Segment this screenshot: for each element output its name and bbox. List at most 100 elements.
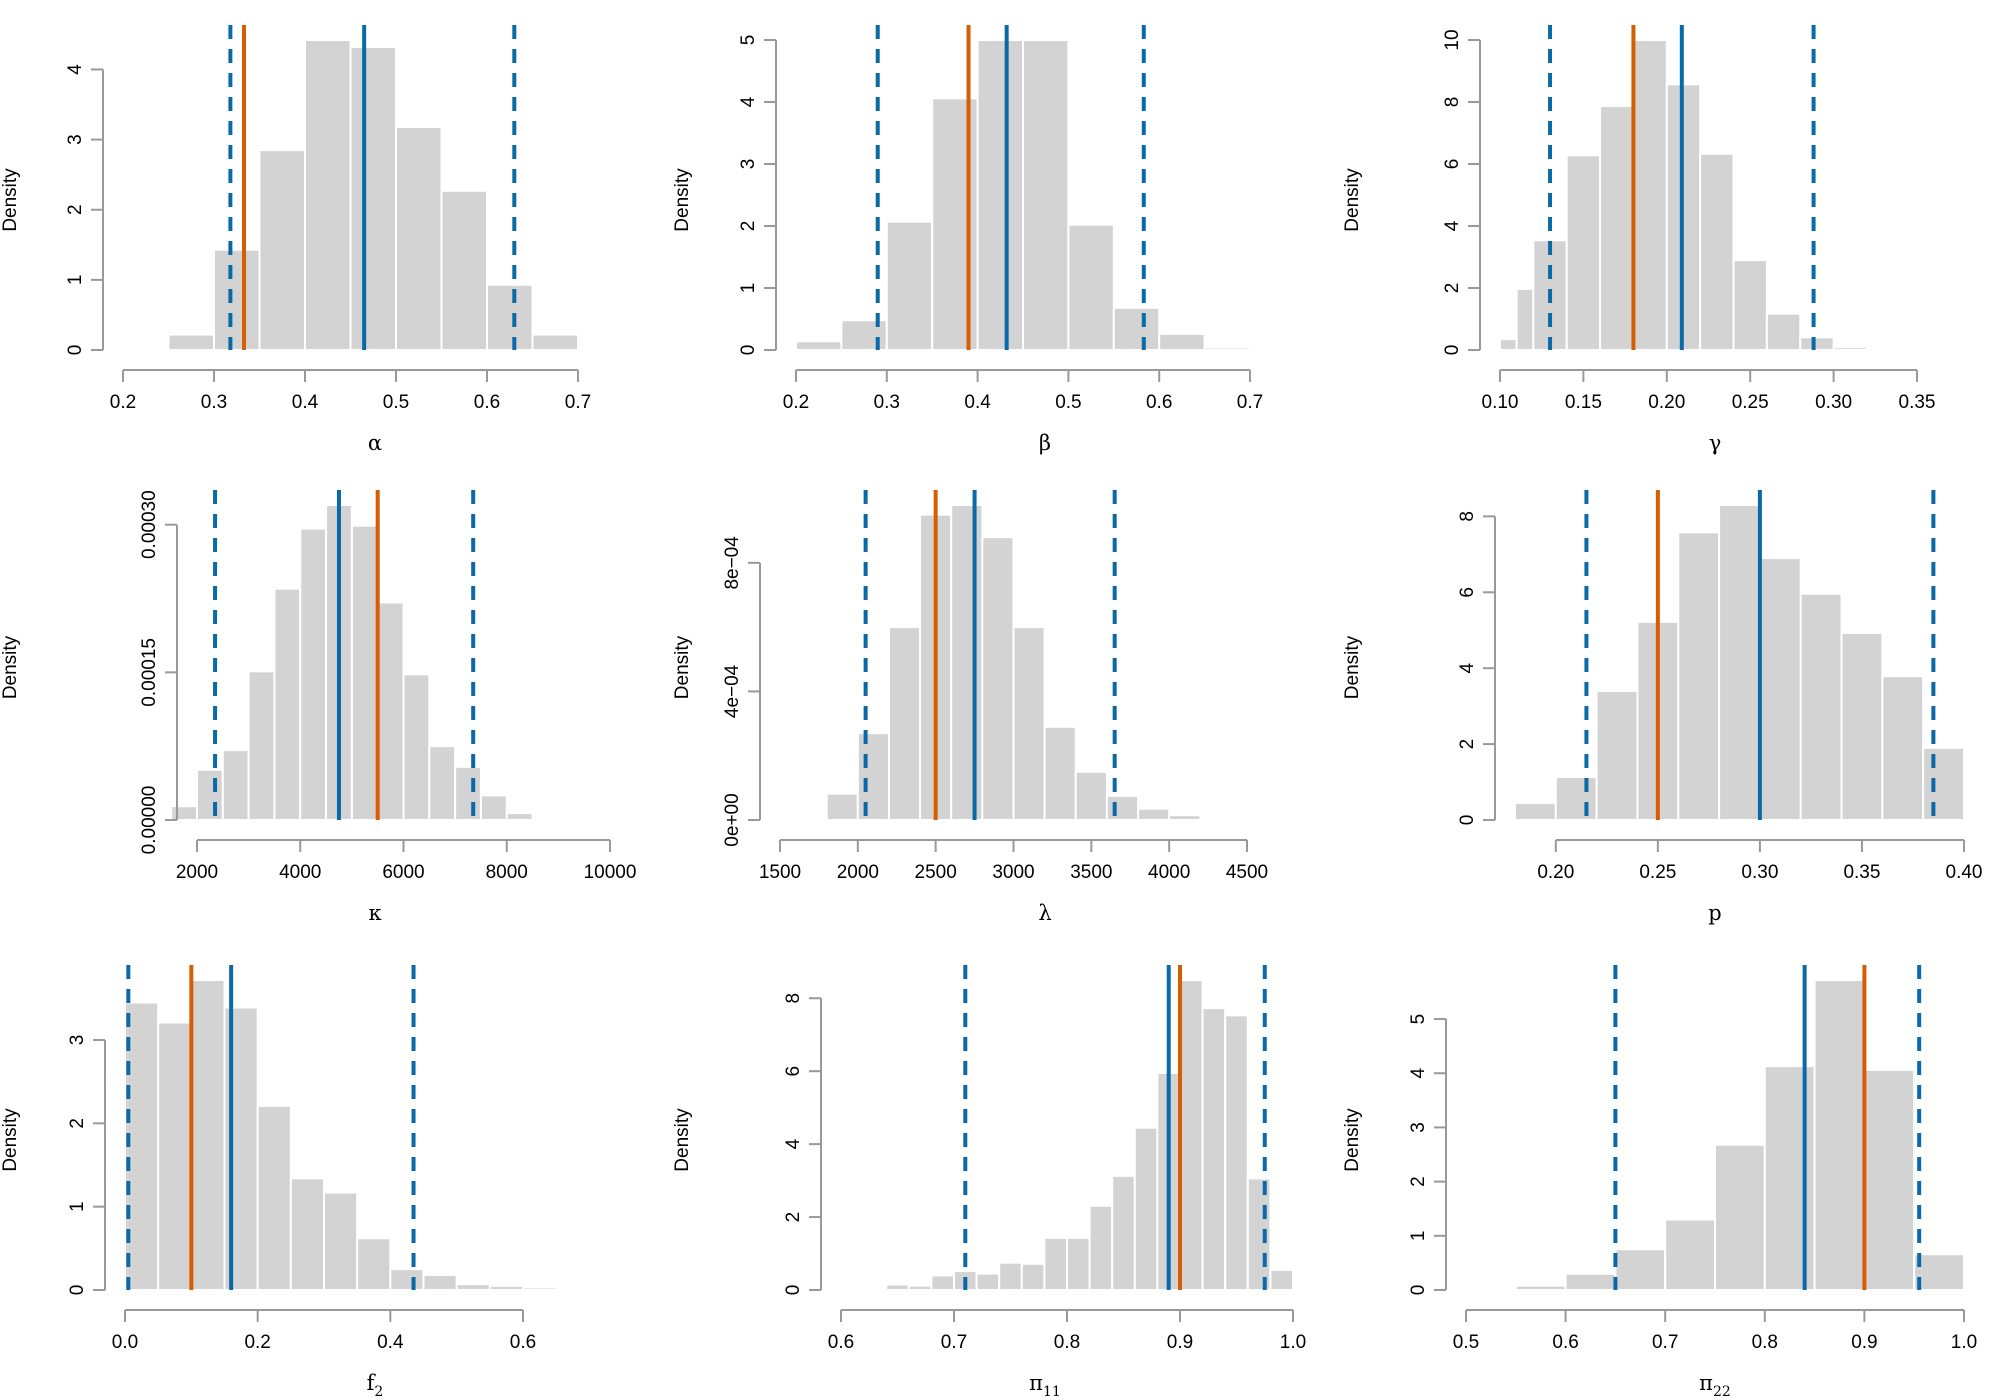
histogram-bar xyxy=(304,39,352,351)
x-tick-label: 0.3 xyxy=(201,392,227,413)
y-tick-label: 4 xyxy=(1457,662,1478,673)
histogram-bar xyxy=(124,1001,160,1291)
histogram-bar xyxy=(190,979,226,1291)
x-tick-label: 0.4 xyxy=(292,392,319,413)
x-tick-label: 0.25 xyxy=(1732,392,1769,413)
histogram-bar xyxy=(1564,1272,1617,1291)
y-tick-label: 3 xyxy=(67,1035,88,1046)
histogram-bar xyxy=(1718,504,1761,821)
histogram-bar xyxy=(1201,1007,1227,1291)
histogram-bar xyxy=(1043,725,1077,821)
y-tick-label: 3 xyxy=(65,134,86,145)
histogram-bar xyxy=(196,768,224,821)
x-axis-label: f2 xyxy=(367,1371,384,1400)
y-tick-label: 1 xyxy=(67,1201,88,1212)
y-tick-label: 4 xyxy=(783,1138,804,1149)
x-tick-label: 0.4 xyxy=(377,1332,404,1353)
histogram-bar xyxy=(1732,259,1768,352)
x-tick-label: 0.30 xyxy=(1815,392,1852,413)
histogram-bar xyxy=(1067,223,1115,351)
y-tick-label: 0 xyxy=(67,1285,88,1296)
x-tick-label: 0.30 xyxy=(1741,862,1778,883)
histogram-bar xyxy=(1066,1236,1091,1291)
histogram-bar xyxy=(1614,1248,1667,1292)
histogram-bar xyxy=(522,1286,558,1291)
histogram-bar xyxy=(1595,689,1639,822)
panel-4: 2000 4000 6000 8000 10000 0.00000 0.00015 0.000… xyxy=(0,490,636,925)
panel-6: 0.20 0.25 0.30 0.35 0.40 0 2 4 6 8 Density p xyxy=(1342,490,1982,925)
y-tick-label: 0.00030 xyxy=(139,490,160,559)
histogram-bar xyxy=(1074,770,1108,821)
histogram-bar xyxy=(349,46,397,351)
x-tick-label: 0.25 xyxy=(1639,862,1676,883)
x-tick-label: 2000 xyxy=(837,862,879,883)
x-tick-label: 0.35 xyxy=(1843,862,1880,883)
histogram-bar xyxy=(1763,1065,1816,1292)
histogram-bar xyxy=(1565,154,1602,351)
histogram-bar xyxy=(825,792,859,822)
y-tick-label: 1 xyxy=(65,275,86,286)
x-tick-label: 0.3 xyxy=(874,392,900,413)
x-axis-label: γ xyxy=(1709,431,1722,455)
y-tick-label: 5 xyxy=(1408,1014,1429,1025)
y-tick-label: 0 xyxy=(738,345,759,356)
y-tick-label: 3 xyxy=(738,159,759,170)
x-axis-label: p xyxy=(1708,901,1721,925)
y-tick-label: 4 xyxy=(1408,1068,1429,1079)
y-axis-label: Density xyxy=(1342,635,1363,699)
x-tick-label: 0.6 xyxy=(828,1332,854,1353)
x-axis-label: β xyxy=(1039,431,1051,455)
y-tick-label: 2 xyxy=(65,204,86,215)
y-tick-label: 0e+00 xyxy=(722,793,743,846)
histogram-bar xyxy=(887,626,922,822)
y-tick-label: 8e−04 xyxy=(722,536,743,590)
x-tick-label: 0.35 xyxy=(1899,392,1936,413)
histogram-bar xyxy=(531,817,560,821)
x-tick-label: 0.8 xyxy=(1752,1332,1778,1353)
y-axis-label: Density xyxy=(1342,1108,1363,1172)
y-tick-label: 2 xyxy=(1442,283,1463,294)
x-tick-label: 0.8 xyxy=(1054,1332,1080,1353)
x-tick-label: 0.0 xyxy=(112,1332,138,1353)
histogram-bar xyxy=(907,1284,933,1292)
histogram-bar xyxy=(1554,776,1598,821)
histogram-bar xyxy=(1913,1253,1965,1291)
histogram-bar xyxy=(1168,814,1202,822)
x-tick-label: 8000 xyxy=(486,862,528,883)
histogram-bar xyxy=(1677,531,1721,822)
x-tick-label: 0.6 xyxy=(1552,1332,1578,1353)
histogram-bar xyxy=(213,248,261,352)
histogram-bar xyxy=(479,794,508,821)
histogram-bar xyxy=(488,1284,525,1292)
y-tick-label: 6 xyxy=(1457,587,1478,598)
histogram-bar xyxy=(862,1287,888,1292)
y-axis-label: Density xyxy=(672,168,693,232)
histogram-bar xyxy=(389,1268,425,1291)
histogram-bar xyxy=(1105,794,1140,822)
x-tick-label: 0.20 xyxy=(1537,862,1574,883)
x-tick-label: 0.10 xyxy=(1482,392,1519,413)
histogram-bar xyxy=(1133,1126,1159,1292)
histogram-bar xyxy=(486,283,534,351)
y-axis-label: Density xyxy=(672,1108,693,1172)
y-tick-label: 8 xyxy=(783,993,804,1004)
histogram-bar xyxy=(981,536,1015,822)
y-tick-label: 4e−04 xyxy=(722,664,743,718)
histogram-bar xyxy=(170,805,198,821)
x-tick-label: 2000 xyxy=(176,862,218,883)
histogram-bar xyxy=(1799,592,1843,822)
y-tick-label: 8 xyxy=(1457,511,1478,522)
y-axis-label: Density xyxy=(0,1108,21,1172)
histogram-bar xyxy=(1664,1218,1716,1291)
y-tick-label: 2 xyxy=(738,221,759,232)
x-tick-label: 0.40 xyxy=(1946,862,1983,883)
histogram-bar xyxy=(1020,1262,1046,1292)
histogram-bar xyxy=(1514,801,1557,822)
histogram-bar xyxy=(1632,39,1668,351)
x-tick-label: 1500 xyxy=(759,862,801,883)
x-tick-label: 0.7 xyxy=(1237,392,1263,413)
histogram-bar xyxy=(402,673,431,821)
panel-7: 0.0 0.2 0.4 0.6 0 1 2 3 Density f2 xyxy=(0,965,558,1400)
x-tick-label: 1.0 xyxy=(1951,1332,1977,1353)
x-tick-label: 4000 xyxy=(279,862,321,883)
